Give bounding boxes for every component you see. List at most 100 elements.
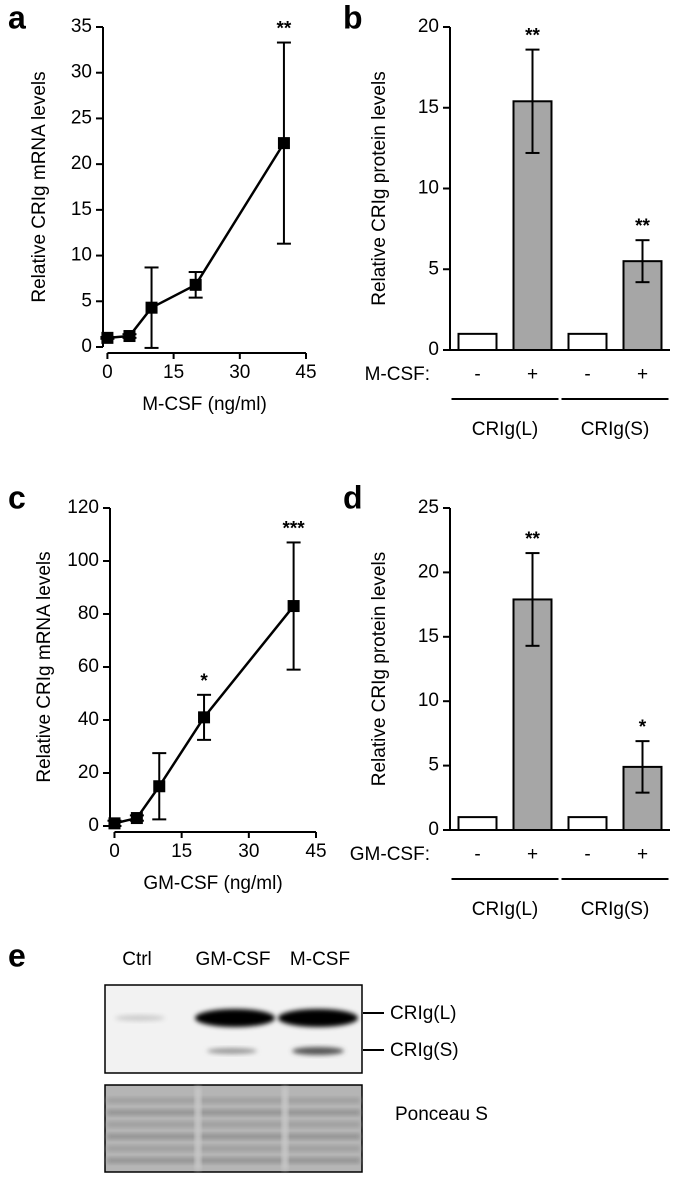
- bar: [567, 332, 608, 352]
- significance-label: **: [525, 26, 540, 47]
- y-tick-label: 10: [418, 178, 439, 199]
- group-label: CRIg(S): [581, 419, 650, 440]
- band: [207, 1048, 257, 1054]
- significance-label: **: [277, 19, 292, 40]
- x-tick-label: 45: [305, 841, 326, 862]
- data-point: [130, 812, 143, 825]
- stain-stripe: [107, 1098, 360, 1103]
- treatment-row-label: M-CSF:: [365, 364, 430, 385]
- x-tick-label: 0: [109, 841, 120, 862]
- significance-label: **: [635, 216, 650, 237]
- treatment-sign: -: [474, 844, 480, 865]
- y-tick-label: 0: [428, 339, 439, 360]
- band: [278, 1009, 358, 1027]
- y-tick-label: 30: [71, 62, 92, 83]
- treatment-sign: +: [527, 844, 538, 865]
- y-axis-label: Relative CRIg mRNA levels: [34, 551, 55, 782]
- panel-letter: c: [8, 479, 26, 515]
- lane-label: M-CSF: [290, 949, 350, 970]
- error-bar: [525, 48, 540, 154]
- error-bar: [525, 552, 540, 647]
- y-tick-label: 20: [78, 762, 99, 783]
- y-tick-label: 25: [71, 107, 92, 128]
- data-point: [145, 301, 158, 314]
- group-label: CRIg(L): [472, 899, 539, 920]
- treatment-sign: +: [637, 364, 648, 385]
- data-point: [123, 330, 136, 343]
- error-bar: [635, 239, 650, 284]
- band-label: CRIg(L): [390, 1003, 457, 1024]
- y-tick-label: 5: [428, 755, 439, 776]
- y-tick-label: 80: [78, 603, 99, 624]
- data-point: [198, 711, 211, 724]
- data-point: [153, 780, 166, 793]
- y-tick-label: 0: [81, 336, 92, 357]
- y-axis-label: Relative CRIg protein levels: [369, 552, 390, 786]
- y-tick-label: 35: [71, 16, 92, 37]
- treatment-sign: +: [637, 844, 648, 865]
- y-tick-label: 15: [418, 626, 439, 647]
- band: [292, 1047, 344, 1055]
- lane-gap: [195, 1087, 201, 1170]
- stain-stripe: [107, 1110, 360, 1115]
- stain-stripe: [107, 1158, 360, 1163]
- x-tick-label: 15: [171, 841, 192, 862]
- treatment-sign: +: [527, 364, 538, 385]
- significance-label: *: [200, 671, 208, 692]
- y-tick-label: 15: [418, 97, 439, 118]
- treatment-sign: -: [584, 364, 590, 385]
- treatment-row-label: GM-CSF:: [350, 844, 430, 865]
- treatment-sign: -: [584, 844, 590, 865]
- y-tick-label: 15: [71, 199, 92, 220]
- y-tick-label: 5: [81, 290, 92, 311]
- data-point: [108, 817, 121, 830]
- group-label: CRIg(S): [581, 899, 650, 920]
- x-tick-label: 30: [229, 362, 250, 383]
- bar: [457, 332, 498, 352]
- x-tick-label: 30: [238, 841, 259, 862]
- significance-label: **: [525, 529, 540, 550]
- y-tick-label: 100: [67, 550, 99, 571]
- error-bar: [635, 740, 650, 794]
- blot-panel: [104, 984, 363, 1074]
- band: [195, 1009, 275, 1027]
- y-tick-label: 25: [418, 497, 439, 518]
- group-label: CRIg(L): [472, 419, 539, 440]
- bar: [567, 816, 608, 831]
- y-tick-label: 0: [428, 819, 439, 840]
- y-tick-label: 10: [71, 245, 92, 266]
- stain-stripe: [107, 1122, 360, 1127]
- y-tick-label: 20: [71, 153, 92, 174]
- bar: [457, 816, 498, 831]
- y-tick-label: 20: [418, 561, 439, 582]
- data-point: [277, 137, 290, 150]
- x-tick-label: 15: [163, 362, 184, 383]
- data-point: [189, 278, 202, 291]
- x-axis-label: M-CSF (ng/ml): [142, 394, 267, 415]
- y-tick-label: 10: [418, 690, 439, 711]
- panel-letter: a: [8, 0, 26, 35]
- data-line: [107, 142, 285, 340]
- stain-label: Ponceau S: [395, 1104, 488, 1125]
- stain-stripe: [107, 1146, 360, 1151]
- y-axis-label: Relative CRIg protein levels: [369, 71, 390, 305]
- treatment-sign: -: [474, 364, 480, 385]
- panel-letter: b: [343, 0, 363, 35]
- significance-label: ***: [283, 518, 306, 539]
- y-tick-label: 0: [88, 815, 99, 836]
- y-axis-label: Relative CRIg mRNA levels: [29, 71, 50, 302]
- data-point: [101, 331, 114, 344]
- data-point: [287, 600, 300, 613]
- lane-label: Ctrl: [122, 949, 152, 970]
- lane-gap: [282, 1087, 288, 1170]
- panel-letter: d: [343, 479, 363, 515]
- y-tick-label: 60: [78, 656, 99, 677]
- y-tick-label: 40: [78, 709, 99, 730]
- stain-stripe: [107, 1134, 360, 1139]
- lane-label: GM-CSF: [196, 949, 271, 970]
- panel-letter: e: [8, 937, 26, 973]
- y-tick-label: 20: [418, 16, 439, 37]
- x-tick-label: 45: [295, 362, 316, 383]
- y-tick-label: 5: [428, 258, 439, 279]
